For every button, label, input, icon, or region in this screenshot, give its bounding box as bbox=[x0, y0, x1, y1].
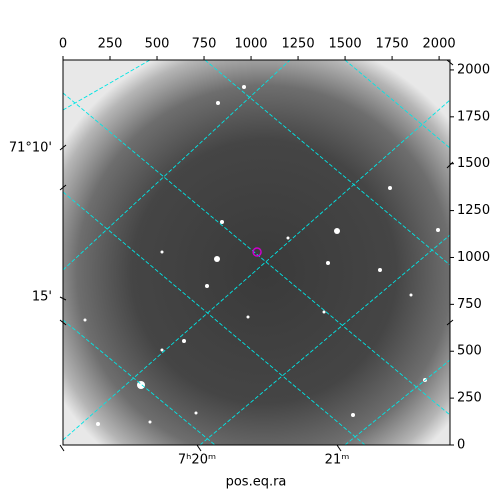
x-tick-label: 1000 bbox=[234, 37, 267, 52]
x-tick-label: 250 bbox=[98, 37, 123, 52]
image bbox=[63, 60, 450, 445]
y-tick-label: 250 bbox=[457, 391, 482, 406]
x-tick-label: 500 bbox=[145, 37, 170, 52]
world-ticks bbox=[59, 59, 454, 452]
x-axis-label: pos.eq.ra bbox=[226, 475, 287, 490]
x-tick-label: 1500 bbox=[329, 37, 362, 52]
x-tick-label: 0 bbox=[59, 37, 67, 52]
world-x-label: 7ʰ20ᵐ bbox=[178, 453, 216, 468]
y-tick-label: 500 bbox=[457, 344, 482, 359]
x-tick-label: 750 bbox=[192, 37, 217, 52]
y-tick-label: 0 bbox=[457, 438, 465, 453]
world-x-label: 21ᵐ bbox=[325, 453, 350, 468]
marker bbox=[252, 247, 262, 257]
plot-frame bbox=[62, 59, 451, 446]
y-tick-label: 1000 bbox=[457, 250, 490, 265]
x-tick-label: 1750 bbox=[376, 37, 409, 52]
x-tick-label: 1250 bbox=[282, 37, 315, 52]
y-tick-label: 1250 bbox=[457, 203, 490, 218]
y-tick-label: 750 bbox=[457, 297, 482, 312]
x-tick-label: 2000 bbox=[423, 37, 456, 52]
y-tick-label: 1500 bbox=[457, 156, 490, 171]
world-y-label: 71°10' bbox=[9, 141, 52, 156]
world-y-label: 15' bbox=[32, 290, 52, 305]
y-tick-label: 1750 bbox=[457, 109, 490, 124]
y-tick-label: 2000 bbox=[457, 62, 490, 77]
